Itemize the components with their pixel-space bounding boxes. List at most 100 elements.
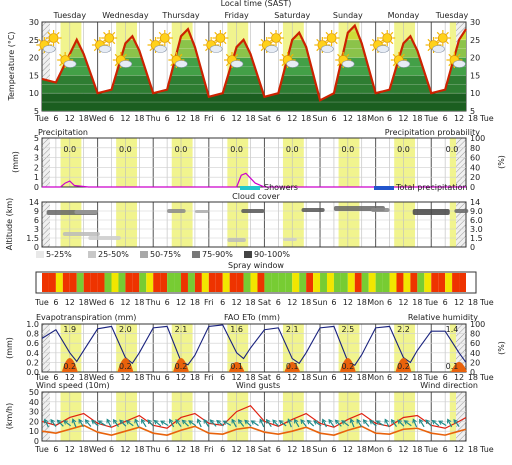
precip-panel-day-band <box>282 138 304 187</box>
wind-direction-arrow <box>141 418 147 428</box>
cloud-cover-patch <box>241 209 265 213</box>
precip-panel-day-band <box>171 138 193 187</box>
temperature-right-tick-label: 30 <box>470 18 480 27</box>
cloud-panel-day-band <box>227 202 249 247</box>
temperature-time-label: Tue <box>34 114 49 123</box>
precip-left-tick-label: 0 <box>34 183 39 192</box>
cloud-cover-patch <box>454 209 469 213</box>
spray-time-label: 6 <box>331 298 336 307</box>
wind-time-label: 6 <box>443 445 448 454</box>
evapo-time-label: Tue <box>479 373 494 382</box>
sun-ray-icon <box>445 31 449 35</box>
wind-arrow-head <box>356 418 361 424</box>
wind-arrow-shaft <box>272 420 280 427</box>
wind-arrow-head <box>188 420 193 425</box>
evapo-time-label: 6 <box>53 373 58 382</box>
cloud-cover-patch <box>194 210 209 213</box>
temperature-time-label: Tue <box>423 114 438 123</box>
wind-direction-arrow <box>447 418 453 428</box>
wind-arrow-head <box>403 420 409 425</box>
evapo-title-mid: FAO ETo (mm) <box>224 313 280 322</box>
wind-direction-arrow <box>160 420 169 426</box>
wind-arrow-shaft <box>147 419 154 427</box>
wind-arrow-head <box>453 419 458 424</box>
cloud-legend-label: 75-90% <box>202 250 233 259</box>
evapo-panel-hatch-right <box>456 324 466 372</box>
sun-ray-icon <box>47 31 51 35</box>
cloud-panel-day-band <box>60 202 82 247</box>
wind-arrow-shaft <box>376 420 384 427</box>
cloud-legend-label: 25-50% <box>98 250 129 259</box>
cloud-icon <box>63 60 77 68</box>
sun-ray-icon <box>457 53 461 57</box>
wind-arrow-head <box>431 419 437 425</box>
sun-ray-icon <box>281 63 285 67</box>
precip-right-tick-label: 0 <box>470 183 475 192</box>
sun-ray-icon <box>427 48 431 52</box>
spray-window-cell <box>132 273 140 292</box>
sun-ray-icon <box>47 41 51 45</box>
day-header-label: Monday <box>388 11 420 20</box>
cloud-icon <box>265 45 279 53</box>
wind-direction-arrow <box>341 420 350 427</box>
evapo-right-tick-label: 0 <box>470 368 475 377</box>
wind-direction-arrow <box>181 419 189 427</box>
wind-panel-day-band <box>60 392 82 441</box>
spray-window-cell <box>146 273 154 292</box>
wind-direction-arrow <box>453 419 460 427</box>
spray-window-cell <box>452 273 460 292</box>
wind-direction-arrow <box>431 419 440 427</box>
wind-arrow-head <box>231 418 236 424</box>
wind-arrow-head <box>153 419 159 425</box>
wind-arrow-head <box>237 419 243 424</box>
cloud-cover-patch <box>74 210 98 214</box>
weather-icon <box>223 52 244 68</box>
day-header-label: Sunday <box>333 11 363 20</box>
sun-icon <box>382 33 393 43</box>
sun-ray-icon <box>158 41 162 45</box>
sun-ray-icon <box>56 31 60 35</box>
temperature-time-label: 18 <box>357 114 367 123</box>
wind-arrow-shaft <box>363 419 370 427</box>
wind-time-label: 18 <box>468 445 478 454</box>
precip-daily-total: 0.0 <box>230 145 243 154</box>
temperature-left-tick-label: 15 <box>29 71 39 80</box>
cloud-cover-patch <box>88 236 121 240</box>
sun-ray-icon <box>436 41 440 45</box>
precip-left-tick-label: 1 <box>34 173 39 182</box>
wind-direction-arrow <box>287 418 292 428</box>
spray-window-cell <box>55 273 63 292</box>
evapo-time-label: 6 <box>109 373 114 382</box>
wind-arrow-shaft <box>188 420 197 427</box>
cloud-legend-swatch <box>192 251 200 258</box>
temperature-ylabel: Temperature (°C) <box>7 31 16 101</box>
cloud-legend-label: 50-75% <box>150 250 181 259</box>
wind-arrow-shaft <box>78 419 84 428</box>
temperature-time-label: 6 <box>443 114 448 123</box>
sun-ray-icon <box>38 38 42 42</box>
spray-window-cell <box>320 273 327 292</box>
temperature-time-label: Sun <box>312 114 327 123</box>
wind-arrow-shaft <box>72 419 77 428</box>
wind-arrow-head <box>63 420 68 425</box>
spray-window-cell <box>181 273 188 292</box>
wind-arrow-head <box>321 418 327 424</box>
wind-title-left: Wind speed (10m) <box>36 381 110 390</box>
spray-time-label: 12 <box>398 298 408 307</box>
evapo-time-label: 12 <box>120 373 130 382</box>
spray-window-cell <box>187 273 195 292</box>
evapo-time-label: 6 <box>165 373 170 382</box>
wind-arrow-head <box>294 418 299 424</box>
sun-ray-icon <box>381 41 385 45</box>
evapo-left-tick-label: 0.0 <box>26 368 39 377</box>
wind-arrow-head <box>43 418 49 424</box>
sun-ray-icon <box>392 53 396 57</box>
spray-window-cell <box>90 273 98 292</box>
wind-arrow-shaft <box>182 420 189 427</box>
weather-icon <box>425 37 445 53</box>
spray-time-label: 12 <box>343 298 353 307</box>
precip-panel-day-band <box>394 138 416 187</box>
wind-direction-arrow <box>390 418 398 427</box>
precip-right-tick-label: 60 <box>470 154 480 163</box>
wind-arrow-shaft <box>412 419 418 428</box>
